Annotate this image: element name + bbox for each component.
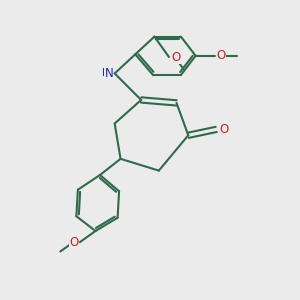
Text: O: O	[69, 236, 79, 249]
Text: O: O	[216, 49, 226, 62]
Text: H: H	[102, 68, 110, 78]
Text: O: O	[220, 123, 229, 136]
Text: N: N	[104, 67, 113, 80]
Text: O: O	[171, 50, 181, 64]
